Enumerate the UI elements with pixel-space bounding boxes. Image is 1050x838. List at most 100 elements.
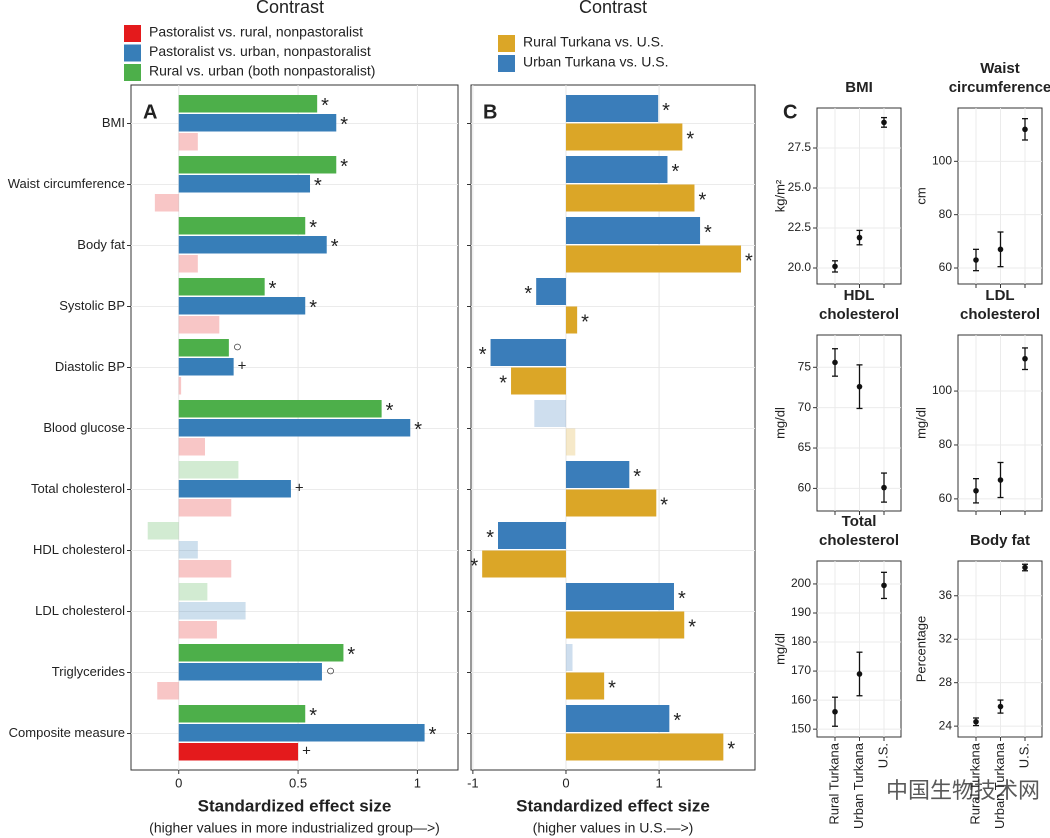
significance-marker: * xyxy=(581,311,589,333)
bar xyxy=(178,663,322,681)
significance-marker: + xyxy=(238,358,247,375)
y-tick-label: 100 xyxy=(932,383,952,397)
point xyxy=(832,708,838,715)
bar xyxy=(511,367,566,395)
bar xyxy=(565,672,605,700)
significance-marker: ○ xyxy=(233,339,242,356)
legend-label: Pastoralist vs. urban, nonpastoralist xyxy=(149,43,371,59)
significance-marker: * xyxy=(686,128,694,150)
x-tick-label: U.S. xyxy=(875,743,890,768)
bar xyxy=(565,705,670,732)
legend-label: Pastoralist vs. rural, nonpastoralist xyxy=(149,24,363,40)
y-tick-label: 75 xyxy=(798,359,812,373)
significance-marker: * xyxy=(309,705,317,727)
y-tick-label: 60 xyxy=(939,491,953,505)
x-tick-label: Urban Turkana xyxy=(992,742,1007,829)
y-axis-title: kg/m² xyxy=(772,179,787,212)
y-tick-label: 180 xyxy=(791,634,811,648)
bar xyxy=(178,114,337,132)
category-label: Body fat xyxy=(77,237,125,252)
bar xyxy=(482,550,566,578)
x-axis-title: Standardized effect size xyxy=(516,796,710,815)
y-tick-label: 60 xyxy=(939,260,953,274)
category-label: Triglycerides xyxy=(52,664,126,679)
y-tick-label: 160 xyxy=(791,692,811,706)
y-axis-title: mg/dl xyxy=(772,633,787,665)
point xyxy=(997,246,1004,253)
y-tick-label: 25.0 xyxy=(788,180,812,194)
bar xyxy=(178,602,246,620)
significance-marker: + xyxy=(302,743,311,760)
significance-marker: * xyxy=(340,114,348,136)
bar xyxy=(565,611,685,639)
significance-marker: ○ xyxy=(326,663,335,680)
bar xyxy=(565,489,657,517)
bar xyxy=(565,156,668,183)
x-axis-title: Standardized effect size xyxy=(198,796,392,815)
significance-marker: * xyxy=(479,344,487,366)
significance-marker: + xyxy=(295,480,304,497)
y-axis-title: mg/dl xyxy=(772,407,787,439)
significance-marker: * xyxy=(321,95,329,117)
bar xyxy=(178,400,382,418)
significance-marker: * xyxy=(429,724,437,746)
significance-marker: * xyxy=(386,400,394,422)
subplot-title: cholesterol xyxy=(819,306,899,323)
subplot-title: BMI xyxy=(845,79,873,96)
bar xyxy=(147,522,179,540)
point xyxy=(832,263,838,270)
point xyxy=(1022,564,1028,571)
bar xyxy=(534,400,566,427)
significance-marker: * xyxy=(662,100,670,122)
bar xyxy=(565,184,695,212)
bar xyxy=(565,583,674,610)
category-label: Diastolic BP xyxy=(55,359,125,374)
bar xyxy=(178,480,291,498)
y-tick-label: 32 xyxy=(939,631,953,645)
category-label: Composite measure xyxy=(9,725,125,740)
bar xyxy=(178,461,239,479)
significance-marker: * xyxy=(678,588,686,610)
significance-marker: * xyxy=(727,738,735,760)
x-axis-note: (higher values in more industrialized gr… xyxy=(149,820,440,836)
category-label: Systolic BP xyxy=(59,298,125,313)
subplot-title: cholesterol xyxy=(960,306,1040,323)
subplot-title: HDL xyxy=(844,287,875,304)
legend-swatch xyxy=(498,55,515,72)
y-tick-label: 65 xyxy=(798,440,812,454)
bar xyxy=(565,245,742,273)
subplot-title: LDL xyxy=(985,287,1014,304)
bar xyxy=(178,560,232,578)
y-tick-label: 60 xyxy=(798,481,812,495)
bar xyxy=(178,583,208,601)
category-label: BMI xyxy=(102,115,125,130)
point xyxy=(997,477,1004,483)
significance-marker: * xyxy=(414,419,422,441)
bar xyxy=(178,499,232,517)
subplot-title: Total xyxy=(842,513,877,530)
bar xyxy=(178,133,198,151)
significance-marker: * xyxy=(633,466,641,488)
y-tick-label: 170 xyxy=(791,663,811,677)
y-tick-label: 80 xyxy=(939,207,953,221)
x-tick-label: Rural Turkana xyxy=(826,742,841,824)
bar xyxy=(178,95,318,113)
bar xyxy=(178,438,205,456)
bar xyxy=(178,175,311,193)
panel-letter: C xyxy=(783,101,797,123)
y-tick-label: 28 xyxy=(939,675,953,689)
bar xyxy=(565,306,578,334)
bar xyxy=(490,339,566,366)
bar xyxy=(178,156,337,174)
bar xyxy=(178,297,306,315)
bar xyxy=(565,644,573,671)
legend-swatch xyxy=(124,44,141,62)
significance-marker: * xyxy=(486,527,494,549)
legend-header: Contrast xyxy=(579,0,647,17)
point xyxy=(973,487,979,494)
significance-marker: * xyxy=(499,372,507,394)
y-tick-label: 150 xyxy=(791,721,811,735)
bar xyxy=(178,255,198,273)
watermark: 中国生物技术网 xyxy=(886,778,1040,803)
